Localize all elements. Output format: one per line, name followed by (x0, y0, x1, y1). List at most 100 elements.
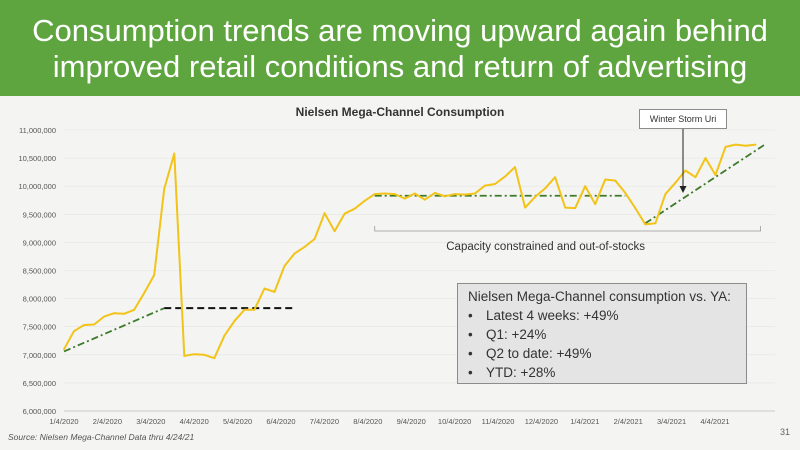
consumption-data-point (273, 290, 276, 293)
callout-list: Latest 4 weeks: +49% Q1: +24% Q2 to date… (468, 306, 736, 382)
green-dash-dot-trend-line (644, 143, 767, 225)
consumption-data-point (373, 193, 376, 195)
x-tick-label: 4/4/2020 (180, 417, 209, 426)
consumption-data-point (173, 152, 176, 155)
consumption-data-point (504, 175, 506, 178)
consumption-data-point (383, 192, 386, 195)
consumption-data-point (153, 274, 156, 276)
y-tick-label: 8,000,000 (23, 295, 56, 304)
y-tick-label: 10,500,000 (18, 154, 56, 163)
y-tick-label: 8,500,000 (23, 267, 56, 276)
consumption-data-point (353, 207, 356, 210)
consumption-data-point (694, 176, 697, 179)
consumption-data-point (464, 193, 466, 196)
x-tick-label: 2/4/2020 (93, 417, 122, 426)
consumption-data-point (323, 212, 326, 215)
consumption-data-point (103, 315, 105, 318)
winter-storm-uri-label: Winter Storm Uri (639, 109, 727, 129)
callout-item-q2-to-date: Q2 to date: +49% (468, 344, 736, 363)
x-tick-label: 11/4/2020 (482, 417, 515, 426)
consumption-data-point (313, 238, 316, 240)
consumption-data-point (243, 308, 246, 311)
consumption-data-point (163, 188, 166, 190)
x-tick-label: 12/4/2020 (525, 417, 558, 426)
consumption-data-point (73, 330, 75, 333)
green-dash-dot-trend-line (63, 307, 165, 353)
consumption-line-chart: Nielsen Mega-Channel Consumption 11,000,… (18, 105, 775, 426)
consumption-series-line (63, 143, 756, 360)
consumption-data-point (333, 230, 336, 233)
x-tick-label: 5/4/2020 (223, 417, 252, 426)
consumption-data-point (253, 308, 256, 311)
x-tick-label: 1/4/2020 (49, 417, 78, 426)
storm-arrow-head (679, 186, 687, 193)
slide-title-line-1: Consumption trends are moving upward aga… (32, 13, 768, 48)
y-tick-label: 9,000,000 (23, 238, 56, 247)
y-tick-label: 11,000,000 (19, 126, 56, 135)
consumption-data-point (584, 185, 587, 188)
y-tick-label: 9,500,000 (23, 210, 56, 219)
x-tick-label: 2/4/2021 (614, 417, 643, 426)
consumption-data-point (83, 324, 85, 326)
slide-title-line-2: improved retail conditions and return of… (52, 49, 748, 84)
capacity-bracket (374, 226, 762, 232)
consumption-data-point (363, 199, 366, 202)
chart-title: Nielsen Mega-Channel Consumption (296, 105, 505, 119)
consumption-data-point (433, 192, 436, 194)
x-tick-label: 8/4/2020 (353, 417, 382, 426)
consumption-data-point (233, 320, 236, 322)
source-note: Source: Nielsen Mega-Channel Data thru 4… (8, 432, 195, 442)
consumption-data-point (494, 183, 496, 185)
consumption-data-point (634, 207, 637, 210)
consumption-data-point (574, 207, 577, 210)
consumption-data-point (704, 157, 707, 160)
consumption-data-point (654, 222, 657, 225)
consumption-data-point (423, 198, 426, 201)
x-tick-label: 1/4/2021 (570, 417, 599, 426)
consumption-data-point (143, 292, 146, 294)
x-tick-label: 3/4/2020 (136, 417, 165, 426)
consumption-data-point (724, 145, 727, 148)
consumption-data-point (193, 353, 196, 356)
consumption-data-point (564, 206, 567, 209)
page-number: 31 (779, 427, 790, 437)
x-tick-label: 3/4/2021 (657, 417, 686, 426)
consumption-data-point (213, 357, 216, 360)
consumption-data-point (734, 143, 737, 146)
consumption-data-point (554, 176, 557, 179)
consumption-data-point (263, 287, 266, 290)
consumption-data-point (403, 197, 406, 200)
consumption-data-point (293, 252, 296, 255)
callout-title: Nielsen Mega-Channel consumption vs. YA: (468, 289, 731, 304)
callout-item-ytd: YTD: +28% (468, 363, 736, 382)
consumption-data-point (524, 206, 526, 209)
consumption-data-point (203, 353, 206, 356)
consumption-data-point (604, 178, 607, 181)
consumption-data-point (283, 265, 286, 267)
callout-item-latest-4-weeks: Latest 4 weeks: +49% (468, 306, 736, 325)
consumption-data-point (514, 166, 516, 168)
consumption-data-point (624, 192, 627, 194)
consumption-data-point (183, 355, 186, 357)
consumption-data-point (684, 169, 687, 172)
consumption-data-point (714, 174, 717, 176)
x-tick-label: 4/4/2021 (700, 417, 729, 426)
capacity-bracket-label: Capacity constrained and out-of-stocks (446, 241, 645, 253)
y-tick-label: 6,000,000 (23, 407, 56, 416)
y-tick-label: 7,000,000 (23, 351, 56, 360)
consumption-data-point (303, 245, 306, 248)
consumption-data-point (644, 223, 647, 226)
consumption-data-point (133, 308, 136, 311)
consumption-data-point (544, 187, 547, 190)
x-tick-label: 6/4/2020 (266, 417, 295, 426)
consumption-data-point (484, 184, 486, 187)
consumption-data-point (454, 193, 456, 195)
consumption-data-point (744, 144, 747, 147)
consumption-data-point (223, 334, 226, 337)
consumption-data-point (674, 181, 677, 184)
consumption-data-point (63, 348, 65, 351)
consumption-data-point (534, 195, 536, 198)
slide-header: Consumption trends are moving upward aga… (0, 0, 800, 96)
consumption-data-point (343, 212, 346, 215)
consumption-data-point (614, 179, 617, 182)
